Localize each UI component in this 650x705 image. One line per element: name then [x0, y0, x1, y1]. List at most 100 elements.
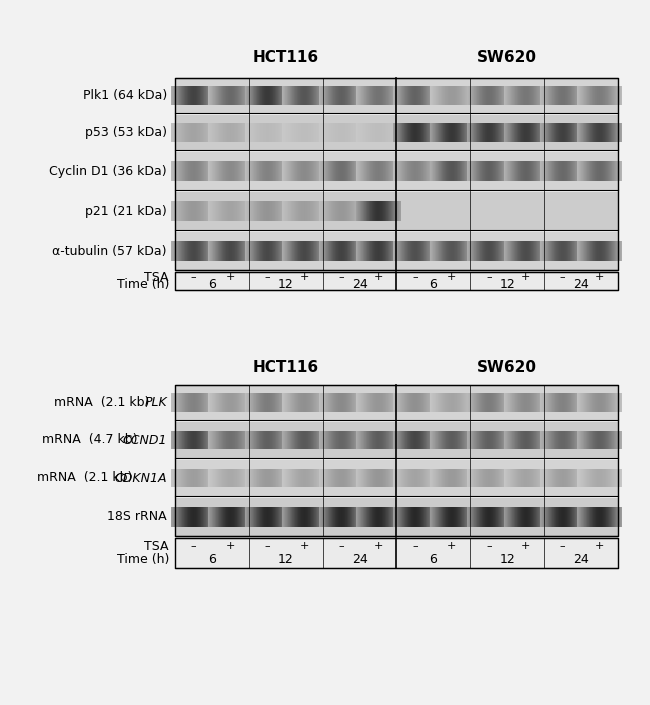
Bar	[202, 469, 203, 487]
Bar	[323, 201, 324, 221]
Bar	[182, 161, 183, 181]
Bar	[206, 469, 207, 487]
Bar	[212, 87, 213, 104]
Bar	[284, 161, 285, 181]
Bar	[244, 241, 246, 261]
Bar	[387, 201, 388, 221]
Bar	[617, 161, 618, 181]
Bar	[351, 87, 352, 104]
Bar	[258, 161, 259, 181]
Bar	[214, 431, 215, 449]
Bar	[350, 161, 352, 181]
Bar	[522, 393, 523, 412]
Bar	[180, 431, 181, 449]
Bar	[516, 431, 517, 449]
Bar	[472, 241, 473, 261]
Bar	[395, 393, 396, 412]
Bar	[566, 87, 567, 104]
Bar	[569, 161, 570, 181]
Bar	[214, 241, 215, 261]
Bar	[356, 123, 357, 142]
Bar	[266, 241, 268, 261]
Bar	[348, 87, 349, 104]
Bar	[360, 201, 361, 221]
Bar	[457, 161, 458, 181]
Bar	[179, 201, 180, 221]
Bar	[396, 431, 397, 449]
Bar	[397, 469, 398, 487]
Bar	[201, 431, 202, 449]
Bar	[290, 87, 291, 104]
Bar	[227, 507, 228, 527]
Bar	[478, 161, 479, 181]
Bar	[470, 431, 471, 449]
Bar	[540, 393, 541, 412]
Bar	[322, 201, 324, 221]
Bar	[547, 241, 548, 261]
Bar	[177, 431, 178, 449]
Bar	[321, 393, 322, 412]
Bar	[320, 507, 321, 527]
Bar	[317, 469, 318, 487]
Bar	[225, 201, 226, 221]
Bar	[324, 393, 325, 412]
Bar	[420, 393, 421, 412]
Bar	[584, 431, 585, 449]
Bar	[541, 161, 542, 181]
Bar	[296, 161, 297, 181]
Bar	[198, 87, 199, 104]
Bar	[348, 241, 349, 261]
Bar	[452, 161, 453, 181]
Bar	[260, 123, 261, 142]
Bar	[299, 87, 300, 104]
Bar	[465, 507, 466, 527]
Bar	[244, 201, 245, 221]
Bar	[172, 161, 173, 181]
Bar	[349, 241, 350, 261]
Bar	[433, 469, 434, 487]
Bar	[467, 507, 468, 527]
Bar	[269, 507, 270, 527]
Bar	[208, 123, 209, 142]
Bar	[212, 123, 213, 142]
Bar	[406, 123, 407, 142]
Bar	[248, 469, 249, 487]
Bar	[197, 241, 198, 261]
Bar	[433, 393, 434, 412]
Bar	[595, 123, 597, 142]
Bar	[396, 87, 397, 104]
Bar	[178, 507, 179, 527]
Bar	[568, 507, 569, 527]
Bar	[405, 87, 406, 104]
Bar	[317, 87, 318, 104]
Bar	[317, 431, 318, 449]
Bar	[542, 123, 543, 142]
Bar	[452, 123, 453, 142]
Bar	[259, 87, 260, 104]
Bar	[185, 393, 186, 412]
Bar	[510, 507, 511, 527]
Bar	[360, 393, 361, 412]
Bar	[568, 241, 569, 261]
Bar	[252, 393, 253, 412]
Bar	[516, 87, 517, 104]
Bar	[591, 393, 592, 412]
Bar	[403, 161, 404, 181]
Bar	[566, 431, 567, 449]
Bar	[186, 469, 187, 487]
Bar	[392, 393, 393, 412]
Bar	[579, 431, 580, 449]
Bar	[339, 123, 340, 142]
Bar	[348, 431, 349, 449]
Bar	[524, 161, 525, 181]
Bar	[213, 469, 214, 487]
Bar	[294, 123, 295, 142]
Bar	[212, 393, 213, 412]
Bar	[588, 469, 590, 487]
Bar	[276, 161, 277, 181]
Bar	[438, 241, 439, 261]
Bar	[541, 393, 542, 412]
Bar	[378, 87, 379, 104]
Bar	[546, 241, 547, 261]
Bar	[544, 241, 545, 261]
